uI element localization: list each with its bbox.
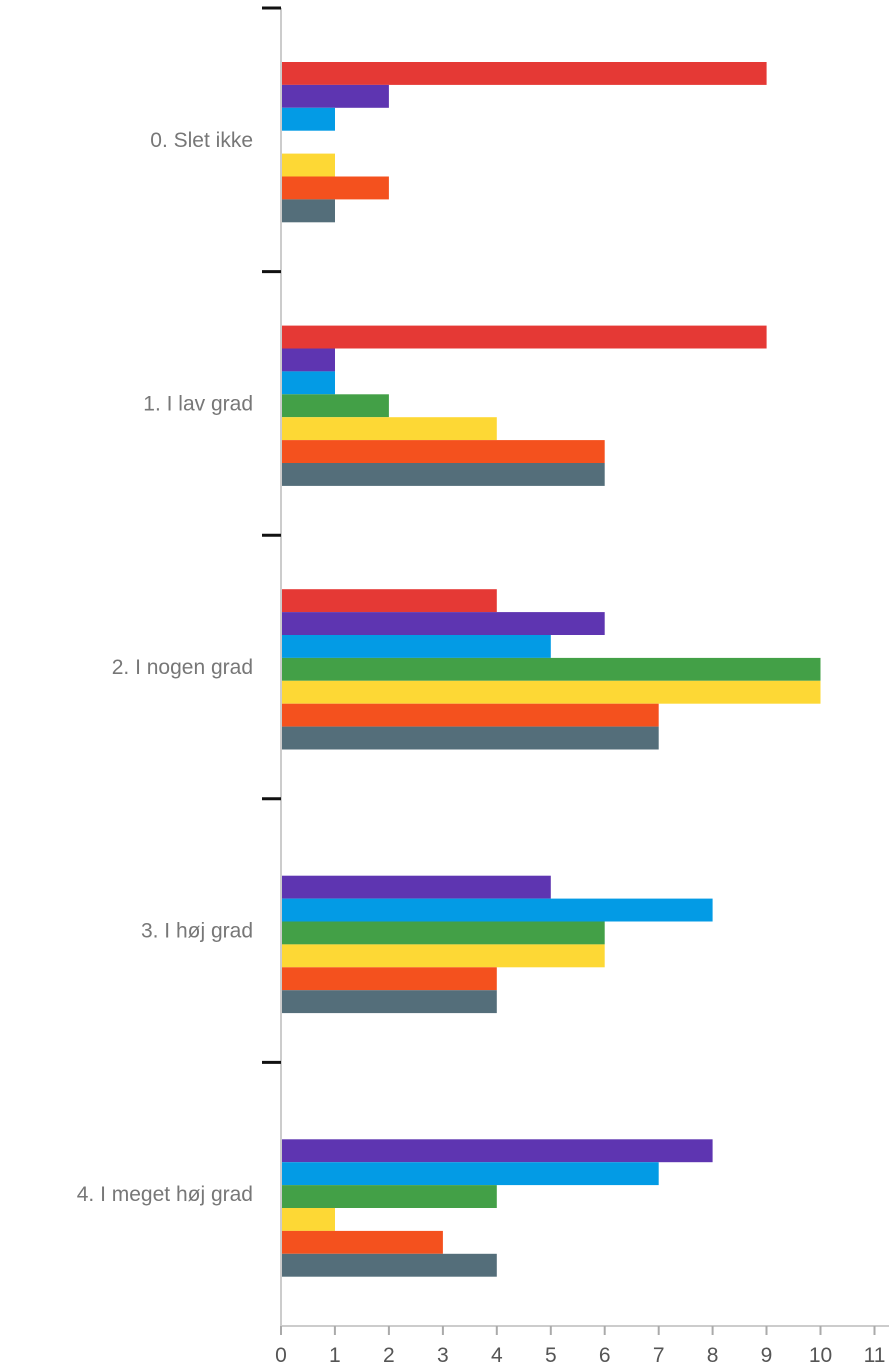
bar-series6-cat3 <box>281 967 497 991</box>
bar-series7-cat1 <box>281 463 605 486</box>
bar-series6-cat2 <box>281 703 659 727</box>
bar-series4-cat4 <box>281 1185 497 1208</box>
bar-series2-cat1 <box>281 348 335 372</box>
x-tick-label: 6 <box>599 1344 611 1367</box>
category-label: 3. I høj grad <box>141 920 253 943</box>
category-label: 0. Slet ikke <box>150 129 253 152</box>
bar-series3-cat4 <box>281 1162 659 1186</box>
x-tick-label: 4 <box>491 1344 503 1367</box>
bar-series6-cat1 <box>281 440 605 463</box>
x-tick-label: 3 <box>437 1344 449 1367</box>
x-tick-label: 5 <box>545 1344 557 1367</box>
bar-series2-cat2 <box>281 612 605 635</box>
category-label: 1. I lav grad <box>143 392 253 415</box>
x-tick-label: 10 <box>809 1344 832 1367</box>
bar-series5-cat1 <box>281 417 497 441</box>
bar-series2-cat4 <box>281 1139 713 1163</box>
bar-series7-cat3 <box>281 990 497 1014</box>
bar-series6-cat0 <box>281 176 389 200</box>
x-tick-label: 7 <box>653 1344 665 1367</box>
bar-series3-cat0 <box>281 107 335 131</box>
bar-series2-cat0 <box>281 84 389 108</box>
bar-series7-cat0 <box>281 199 335 223</box>
category-label: 2. I nogen grad <box>112 656 253 679</box>
x-tick-label: 11 <box>864 1344 886 1367</box>
bar-series5-cat0 <box>281 153 335 177</box>
bar-series5-cat3 <box>281 944 605 968</box>
bar-series6-cat4 <box>281 1230 443 1254</box>
axes-group: 0 1 2 3 4 5 6 7 8 9 10 11 <box>262 6 889 1367</box>
x-tick-label: 2 <box>383 1344 395 1367</box>
bar-series7-cat2 <box>281 726 659 750</box>
bar-series3-cat2 <box>281 635 551 658</box>
x-tick-label: 9 <box>761 1344 773 1367</box>
bar-series5-cat2 <box>281 680 821 704</box>
bar-series4-cat3 <box>281 921 605 945</box>
bars-group <box>281 62 821 1277</box>
category-label: 4. I meget høj grad <box>77 1183 253 1206</box>
bar-series7-cat4 <box>281 1253 497 1277</box>
bar-series2-cat3 <box>281 875 551 899</box>
bar-series3-cat1 <box>281 371 335 395</box>
bar-series1-cat0 <box>281 62 767 85</box>
x-tick-label: 0 <box>275 1344 287 1367</box>
bar-series4-cat1 <box>281 394 389 418</box>
x-tick-label: 1 <box>329 1344 341 1367</box>
bar-series5-cat4 <box>281 1208 335 1231</box>
bar-series3-cat3 <box>281 898 713 922</box>
x-tick-label: 8 <box>707 1344 719 1367</box>
category-labels: 0. Slet ikke 1. I lav grad 2. I nogen grad… <box>77 129 253 1206</box>
bar-series1-cat2 <box>281 589 497 613</box>
bar-series4-cat2 <box>281 657 821 681</box>
bar-series1-cat1 <box>281 325 767 349</box>
